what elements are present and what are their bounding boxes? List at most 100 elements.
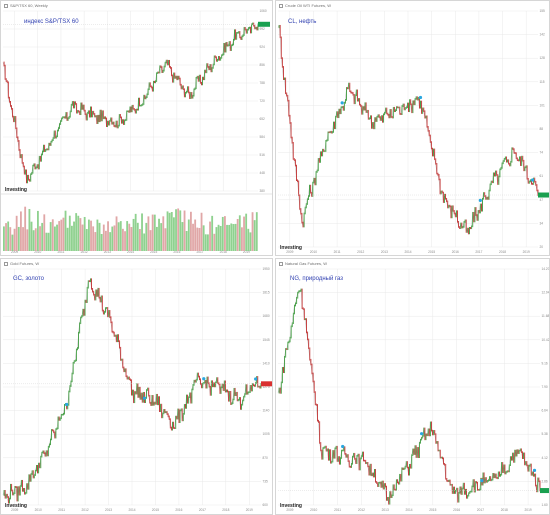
x-tick-label: 2015 (152, 508, 159, 512)
event-marker (480, 479, 484, 483)
volume-bar (228, 224, 231, 251)
x-tick-label: 2015 (429, 508, 436, 512)
y-tick-label: 1060 (260, 9, 267, 13)
x-tick-label: 2009 (286, 508, 293, 512)
volume-bar (213, 233, 216, 251)
chart-pane-crude-oil: 2009 2010 2011 2012 2013 2014 2015 2016 2017 2018… (275, 0, 550, 256)
volume-bar (124, 231, 126, 251)
volume-bar (164, 228, 167, 251)
volume-bar (162, 216, 165, 251)
chart-pane-natural-gas: 2009 2010 2011 2012 2013 2014 2015 2016 2017 2018… (275, 258, 550, 515)
volume-bar (17, 226, 20, 251)
volume-bar (122, 228, 124, 251)
volume-bar (211, 215, 214, 251)
x-tick-label: 2016 (453, 508, 460, 512)
x-tick-label: 2014 (405, 508, 412, 512)
volume-bar (215, 227, 218, 251)
volume-bar (90, 220, 92, 251)
volume-bar (60, 219, 63, 251)
volume-bar (253, 220, 256, 251)
chart-tsx60: 2009 2010 2011 2012 2013 2014 2015 2016 2017 2018… (1, 9, 272, 254)
y-tick-label: 924 (260, 45, 266, 49)
event-marker (420, 432, 424, 436)
x-tick-label: 2013 (105, 508, 112, 512)
x-tick-label: 2016 (175, 508, 182, 512)
volume-bar (194, 219, 197, 251)
volume-bar (251, 212, 254, 251)
volume-bar (66, 227, 69, 251)
volume-bar (147, 216, 150, 251)
volume-bar (45, 232, 48, 251)
volume-bar (39, 226, 41, 251)
volume-bar (230, 223, 233, 251)
x-tick-label: 2018 (220, 250, 227, 254)
volume-bar (136, 222, 139, 251)
volume-bar (51, 219, 54, 251)
y-tick-label: 516 (260, 153, 266, 157)
volume-bar (11, 234, 14, 251)
volume-bar (26, 229, 29, 251)
event-marker (530, 178, 535, 182)
y-tick-label: 1815 (263, 291, 270, 295)
last-price-badge (261, 381, 272, 387)
volume-bar (9, 227, 12, 251)
volume-bar (111, 226, 114, 251)
volume-bar (5, 223, 7, 251)
chart-crude-oil: 2009 2010 2011 2012 2013 2014 2015 2016 2017 2018… (277, 9, 549, 254)
volume-bar (226, 224, 228, 251)
investing-logo: Investing (5, 187, 27, 193)
x-tick-label: 2018 (499, 250, 506, 254)
volume-bar (196, 227, 199, 251)
x-tick-label: 2010 (34, 250, 41, 254)
volume-bar (181, 222, 184, 251)
y-tick-label: 1275 (263, 385, 270, 389)
y-tick-label: 992 (260, 27, 266, 31)
y-tick-label: 88 (540, 127, 544, 131)
header-icon (4, 261, 8, 266)
x-tick-label: 2019 (246, 508, 253, 512)
volume-bar (204, 234, 207, 251)
chart-header: Crude Oil WTI Futures, W (279, 3, 331, 8)
chart-title: NG, природный газ (290, 276, 344, 282)
volume-bar (71, 225, 73, 251)
event-marker (340, 101, 344, 105)
volume-bar (94, 232, 97, 251)
y-tick-label: 584 (260, 135, 266, 139)
volume-bar (221, 216, 224, 251)
x-tick-label: 2017 (199, 508, 206, 512)
y-tick-label: 1545 (263, 338, 270, 342)
y-tick-label: 1410 (263, 361, 270, 365)
volume-bar (92, 226, 95, 251)
event-marker (142, 396, 147, 400)
volume-bar (168, 212, 171, 251)
y-tick-label: 856 (260, 63, 266, 67)
event-marker (341, 444, 345, 449)
volume-bar (32, 230, 35, 251)
y-tick-label: 6.64 (542, 409, 548, 413)
x-tick-label: 2010 (35, 508, 42, 512)
event-marker (418, 95, 423, 100)
investing-logo: Investing (280, 245, 302, 251)
volume-bar (243, 216, 245, 251)
volume-bar (85, 229, 88, 251)
volume-bar (56, 224, 58, 251)
x-tick-label: 2018 (501, 508, 508, 512)
chart-natural-gas: 2009 2010 2011 2012 2013 2014 2015 2016 2017 2018… (277, 267, 550, 512)
volume-bar (158, 218, 160, 251)
volume-bar (43, 214, 46, 251)
volume-bar (187, 219, 190, 251)
x-tick-label: 2012 (81, 250, 88, 254)
x-tick-label: 2014 (127, 250, 134, 254)
header-icon (4, 3, 8, 8)
volume-bar (126, 221, 129, 251)
volume-bar (73, 221, 75, 251)
event-marker (202, 377, 206, 381)
chart-pane-tsx60: 2009 2010 2011 2012 2013 2014 2015 2016 2017 2018… (0, 0, 273, 256)
y-tick-label: 12.94 (542, 291, 550, 295)
volume-bar (22, 227, 24, 251)
x-tick-label: 2013 (381, 250, 388, 254)
volume-bar (249, 232, 252, 251)
chart-header: Natural Gas Futures, W (279, 261, 327, 266)
y-tick-label: 870 (263, 456, 269, 460)
x-tick-label: 2015 (150, 250, 157, 254)
